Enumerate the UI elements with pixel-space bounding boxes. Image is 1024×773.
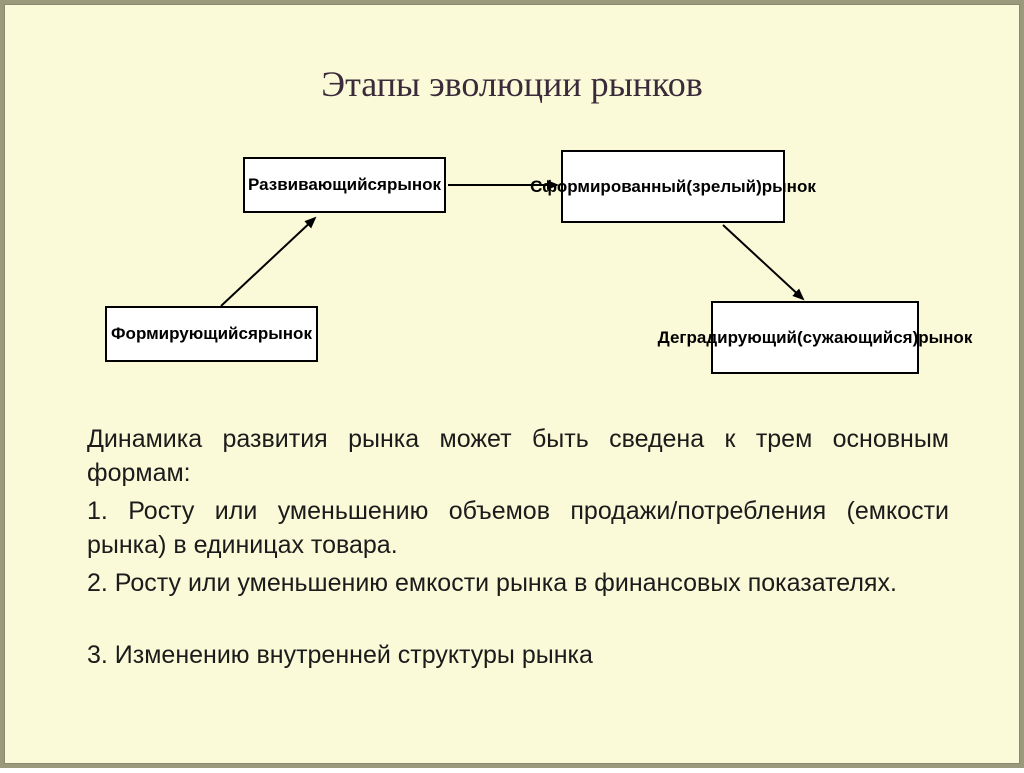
node-degrading-market: Деградирующий(сужающийся)рынок [711,301,919,374]
body-item-1: 1. Росту или уменьшению объемов продажи/… [87,495,949,563]
node-mature-market: Сформированный(зрелый)рынок [561,150,785,223]
node-developing-market: Развивающийсярынок [243,157,446,213]
slide-inner-frame: Этапы эволюции рынков Формирующийсярынок… [4,4,1020,764]
body-item-3: 3. Изменению внутренней структуры рынка [87,639,949,673]
body-item-2: 2. Росту или уменьшению емкости рынка в … [87,567,949,601]
slide-title: Этапы эволюции рынков [5,63,1019,105]
node-forming-market: Формирующийсярынок [105,306,318,362]
slide-outer-frame: Этапы эволюции рынков Формирующийсярынок… [0,0,1024,768]
body-intro: Динамика развития рынка может быть сведе… [87,423,949,491]
